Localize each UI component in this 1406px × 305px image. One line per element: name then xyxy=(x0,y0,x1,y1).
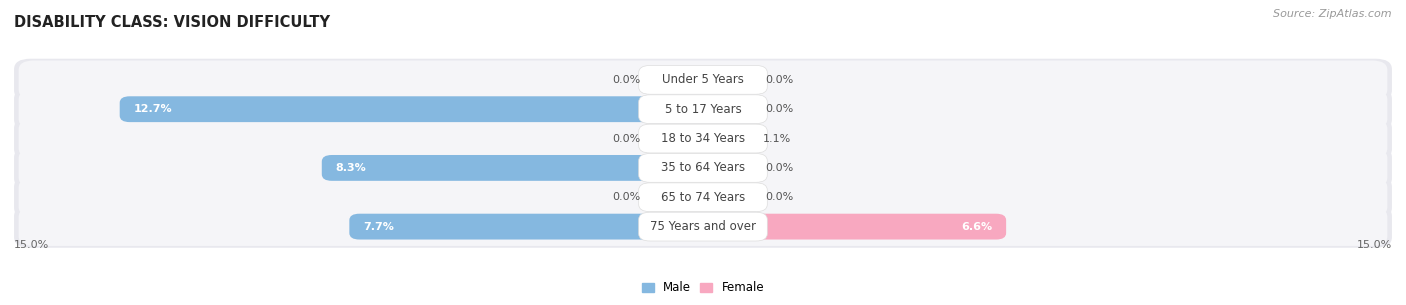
Text: 12.7%: 12.7% xyxy=(134,104,172,114)
FancyBboxPatch shape xyxy=(648,126,703,152)
Text: 6.6%: 6.6% xyxy=(962,222,993,231)
FancyBboxPatch shape xyxy=(638,153,768,182)
FancyBboxPatch shape xyxy=(703,96,758,122)
Text: Source: ZipAtlas.com: Source: ZipAtlas.com xyxy=(1274,9,1392,19)
FancyBboxPatch shape xyxy=(18,207,1388,246)
FancyBboxPatch shape xyxy=(648,184,703,210)
Text: 0.0%: 0.0% xyxy=(765,163,793,173)
FancyBboxPatch shape xyxy=(638,124,768,153)
Text: 18 to 34 Years: 18 to 34 Years xyxy=(661,132,745,145)
Text: 0.0%: 0.0% xyxy=(613,134,641,144)
Text: 1.1%: 1.1% xyxy=(762,134,792,144)
Text: 65 to 74 Years: 65 to 74 Years xyxy=(661,191,745,204)
FancyBboxPatch shape xyxy=(120,96,703,122)
FancyBboxPatch shape xyxy=(14,59,1392,101)
Text: DISABILITY CLASS: VISION DIFFICULTY: DISABILITY CLASS: VISION DIFFICULTY xyxy=(14,15,330,30)
Text: 0.0%: 0.0% xyxy=(765,192,793,202)
FancyBboxPatch shape xyxy=(18,178,1388,217)
Text: 0.0%: 0.0% xyxy=(765,75,793,85)
Text: 15.0%: 15.0% xyxy=(1357,240,1392,250)
Text: 0.0%: 0.0% xyxy=(613,192,641,202)
FancyBboxPatch shape xyxy=(638,95,768,124)
FancyBboxPatch shape xyxy=(703,67,758,93)
FancyBboxPatch shape xyxy=(703,214,1007,239)
FancyBboxPatch shape xyxy=(14,117,1392,160)
FancyBboxPatch shape xyxy=(703,126,758,152)
FancyBboxPatch shape xyxy=(18,60,1388,99)
Text: 0.0%: 0.0% xyxy=(613,75,641,85)
FancyBboxPatch shape xyxy=(703,155,758,181)
FancyBboxPatch shape xyxy=(638,66,768,94)
FancyBboxPatch shape xyxy=(18,119,1388,158)
Text: 5 to 17 Years: 5 to 17 Years xyxy=(665,103,741,116)
FancyBboxPatch shape xyxy=(322,155,703,181)
FancyBboxPatch shape xyxy=(18,90,1388,129)
FancyBboxPatch shape xyxy=(18,149,1388,187)
FancyBboxPatch shape xyxy=(14,147,1392,189)
FancyBboxPatch shape xyxy=(638,183,768,212)
Text: 15.0%: 15.0% xyxy=(14,240,49,250)
FancyBboxPatch shape xyxy=(349,214,703,239)
Text: 7.7%: 7.7% xyxy=(363,222,394,231)
FancyBboxPatch shape xyxy=(14,176,1392,218)
Legend: Male, Female: Male, Female xyxy=(637,276,769,299)
FancyBboxPatch shape xyxy=(638,212,768,241)
FancyBboxPatch shape xyxy=(14,88,1392,130)
Text: 0.0%: 0.0% xyxy=(765,104,793,114)
Text: 75 Years and over: 75 Years and over xyxy=(650,220,756,233)
FancyBboxPatch shape xyxy=(14,206,1392,248)
FancyBboxPatch shape xyxy=(703,184,758,210)
Text: Under 5 Years: Under 5 Years xyxy=(662,73,744,86)
Text: 8.3%: 8.3% xyxy=(336,163,367,173)
Text: 35 to 64 Years: 35 to 64 Years xyxy=(661,161,745,174)
FancyBboxPatch shape xyxy=(648,67,703,93)
